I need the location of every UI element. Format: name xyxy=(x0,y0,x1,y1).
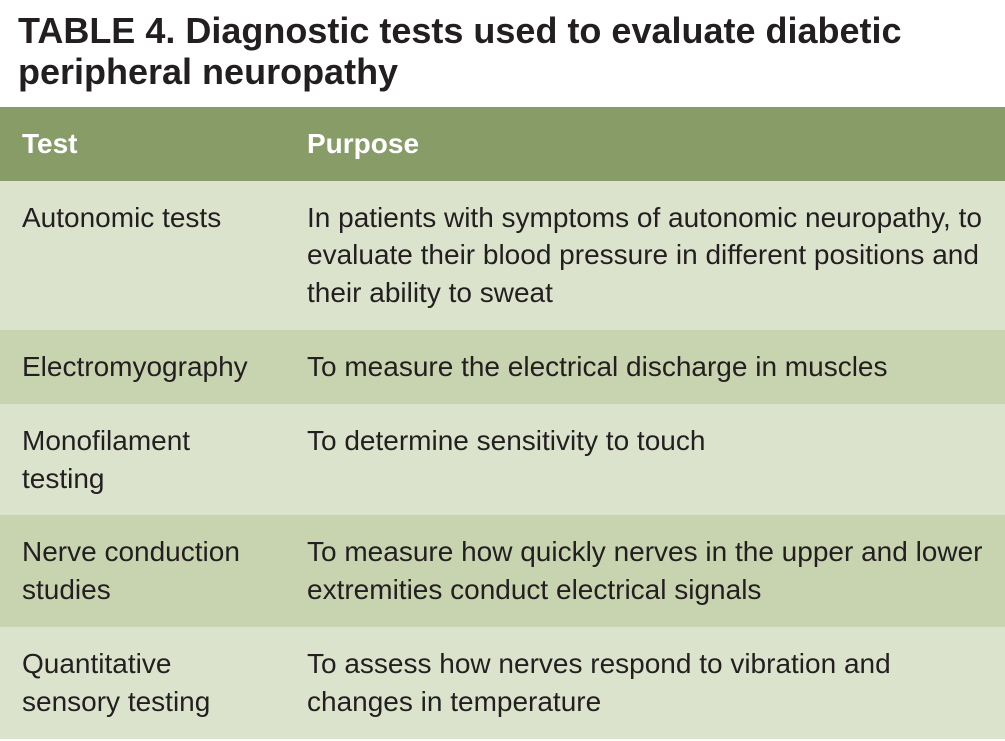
table-container: TABLE 4. Diagnostic tests used to evalua… xyxy=(0,0,1005,739)
table-row: Electromyography To measure the electric… xyxy=(0,330,1005,404)
column-header-purpose: Purpose xyxy=(285,107,1005,181)
cell-test: Monofilament testing xyxy=(0,404,285,516)
table-row: Monofilament testing To determine sensit… xyxy=(0,404,1005,516)
cell-purpose: To measure the electrical discharge in m… xyxy=(285,330,1005,404)
table-row: Autonomic tests In patients with symptom… xyxy=(0,181,1005,330)
table-row: Nerve conduction studies To measure how … xyxy=(0,515,1005,627)
cell-purpose: To measure how quickly nerves in the upp… xyxy=(285,515,1005,627)
cell-purpose: To determine sensitivity to touch xyxy=(285,404,1005,516)
cell-test: Nerve conduction studies xyxy=(0,515,285,627)
table-header-row: Test Purpose xyxy=(0,107,1005,181)
cell-purpose: To assess how nerves respond to vibratio… xyxy=(285,627,1005,739)
table-title: TABLE 4. Diagnostic tests used to evalua… xyxy=(0,0,1005,107)
column-header-test: Test xyxy=(0,107,285,181)
cell-test: Quantitative sensory testing xyxy=(0,627,285,739)
cell-test: Autonomic tests xyxy=(0,181,285,330)
diagnostic-tests-table: Test Purpose Autonomic tests In patients… xyxy=(0,107,1005,739)
cell-test: Electromyography xyxy=(0,330,285,404)
cell-purpose: In patients with symptoms of autonomic n… xyxy=(285,181,1005,330)
table-row: Quantitative sensory testing To assess h… xyxy=(0,627,1005,739)
